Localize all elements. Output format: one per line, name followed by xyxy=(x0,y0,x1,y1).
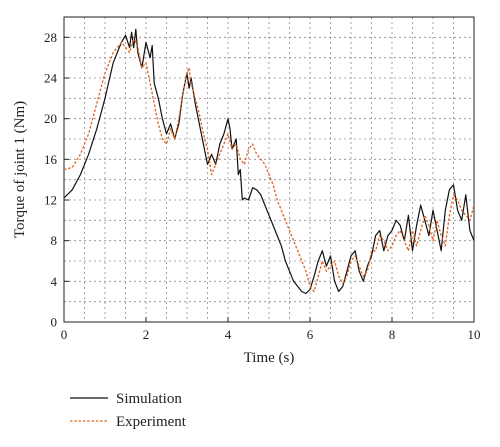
x-axis-title: Time (s) xyxy=(244,350,295,366)
legend-label-experiment: Experiment xyxy=(116,414,187,430)
grid-lines xyxy=(64,17,474,322)
y-tick-label: 16 xyxy=(44,152,58,167)
y-tick-label: 24 xyxy=(44,71,58,86)
x-tick-label: 0 xyxy=(61,327,68,342)
x-tick-label: 8 xyxy=(389,327,396,342)
legend-label-simulation: Simulation xyxy=(116,391,182,407)
y-tick-label: 12 xyxy=(44,193,57,208)
series-lines xyxy=(63,28,475,295)
x-tick-label: 4 xyxy=(225,327,232,342)
series-line-simulation xyxy=(63,28,475,295)
y-tick-label: 8 xyxy=(51,233,58,248)
y-axis-title: Torque of joint 1 (Nm) xyxy=(12,101,28,238)
x-tick-label: 10 xyxy=(468,327,481,342)
y-tick-label: 4 xyxy=(51,274,58,289)
y-tick-label: 0 xyxy=(51,315,58,330)
x-tick-label: 2 xyxy=(143,327,150,342)
x-tick-label: 6 xyxy=(307,327,314,342)
y-tick-label: 20 xyxy=(44,111,57,126)
series-line-experiment xyxy=(63,36,475,293)
y-tick-label: 28 xyxy=(44,30,57,45)
legend: Simulation Experiment xyxy=(70,391,187,430)
